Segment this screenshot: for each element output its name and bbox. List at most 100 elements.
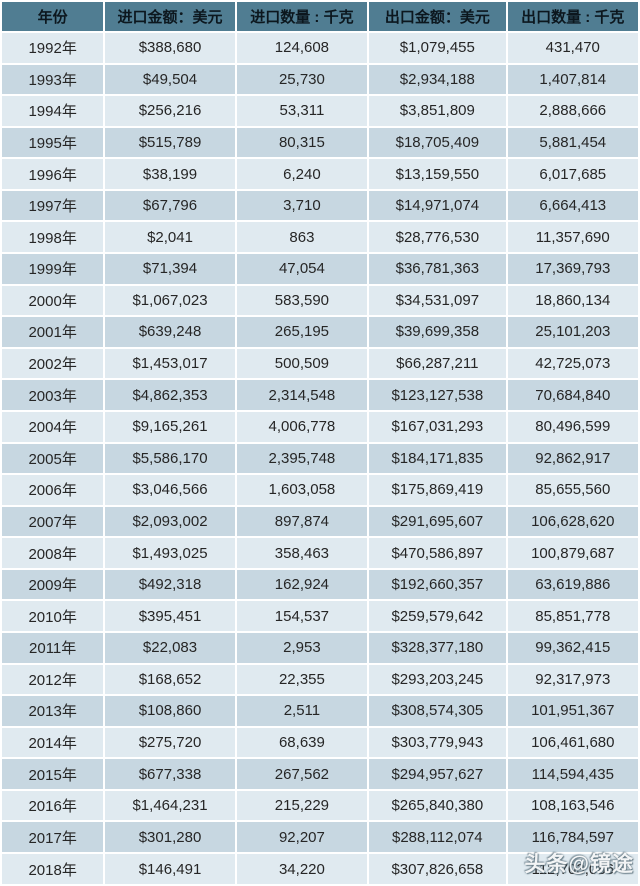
import-amount-cell: $395,451: [105, 601, 235, 631]
export-quantity-cell: 99,362,415: [507, 632, 638, 663]
export-amount-cell: $303,779,943: [369, 727, 506, 758]
table-row: 2010年 $395,451 154,537 $259,579,642 85,851,7…: [2, 601, 638, 631]
table-row: 2011年 $22,083 2,953 $328,377,180 99,362,415: [2, 632, 638, 663]
year-cell: 1995年: [2, 127, 104, 158]
header-import-amount: 进口金额：美元: [105, 2, 235, 31]
import-amount-cell: $3,046,566: [105, 475, 235, 505]
export-quantity-cell: 18,860,134: [507, 285, 638, 316]
year-cell: 2001年: [2, 317, 104, 347]
import-amount-cell: $275,720: [105, 727, 235, 758]
year-cell: 2012年: [2, 664, 104, 695]
year-cell: 2000年: [2, 285, 104, 316]
import-amount-cell: $108,860: [105, 696, 235, 726]
import-amount-cell: $1,464,231: [105, 790, 235, 821]
year-cell: 1997年: [2, 190, 104, 221]
export-amount-cell: $2,934,188: [369, 64, 506, 95]
table-row: 2006年 $3,046,566 1,603,058 $175,869,419 85,6…: [2, 475, 638, 505]
import-amount-cell: $677,338: [105, 759, 235, 789]
import-amount-cell: $2,041: [105, 222, 235, 253]
table-row: 2001年 $639,248 265,195 $39,699,358 25,101,20…: [2, 317, 638, 347]
year-cell: 2006年: [2, 475, 104, 505]
export-quantity-cell: 85,851,778: [507, 601, 638, 631]
table-row: 1994年 $256,216 53,311 $3,851,809 2,888,666: [2, 96, 638, 126]
import-quantity-cell: 265,195: [236, 317, 368, 347]
year-cell: 2015年: [2, 759, 104, 789]
import-amount-cell: $71,394: [105, 254, 235, 284]
export-amount-cell: $293,203,245: [369, 664, 506, 695]
year-cell: 2008年: [2, 538, 104, 568]
export-quantity-cell: 80,496,599: [507, 411, 638, 442]
import-quantity-cell: 500,509: [236, 348, 368, 379]
export-quantity-cell: 25,101,203: [507, 317, 638, 347]
import-quantity-cell: 22,355: [236, 664, 368, 695]
export-amount-cell: $14,971,074: [369, 190, 506, 221]
export-quantity-cell: 92,862,917: [507, 443, 638, 474]
year-cell: 2018年: [2, 854, 104, 884]
table-row: 1995年 $515,789 80,315 $18,705,409 5,881,454: [2, 127, 638, 158]
table-row: 2003年 $4,862,353 2,314,548 $123,127,538 70,6…: [2, 380, 638, 410]
year-cell: 2009年: [2, 569, 104, 600]
import-amount-cell: $49,504: [105, 64, 235, 95]
export-quantity-cell: 431,470: [507, 33, 638, 63]
export-quantity-cell: 108,163,546: [507, 790, 638, 821]
export-amount-cell: $123,127,538: [369, 380, 506, 410]
export-quantity-cell: 11,357,690: [507, 222, 638, 253]
import-amount-cell: $301,280: [105, 822, 235, 853]
export-amount-cell: $13,159,550: [369, 159, 506, 189]
export-amount-cell: $36,781,363: [369, 254, 506, 284]
year-cell: 1998年: [2, 222, 104, 253]
import-quantity-cell: 267,562: [236, 759, 368, 789]
year-cell: 2013年: [2, 696, 104, 726]
export-amount-cell: $3,851,809: [369, 96, 506, 126]
export-amount-cell: $1,079,455: [369, 33, 506, 63]
table-header: 年份 进口金额：美元 进口数量 : 千克 出口金额：美元 出口数量 : 千克: [2, 2, 638, 31]
table-row: 2017年 $301,280 92,207 $288,112,074 116,784,5…: [2, 822, 638, 853]
export-quantity-cell: 106,461,680: [507, 727, 638, 758]
table-row: 2005年 $5,586,170 2,395,748 $184,171,835 92,8…: [2, 443, 638, 474]
import-amount-cell: $492,318: [105, 569, 235, 600]
table-row: 1997年 $67,796 3,710 $14,971,074 6,664,413: [2, 190, 638, 221]
import-quantity-cell: 68,639: [236, 727, 368, 758]
import-quantity-cell: 4,006,778: [236, 411, 368, 442]
export-quantity-cell: 112,703,086: [507, 854, 638, 884]
year-cell: 1996年: [2, 159, 104, 189]
import-quantity-cell: 215,229: [236, 790, 368, 821]
table-row: 2018年 $146,491 34,220 $307,826,658 112,703,0…: [2, 854, 638, 884]
export-amount-cell: $66,287,211: [369, 348, 506, 379]
export-amount-cell: $18,705,409: [369, 127, 506, 158]
import-amount-cell: $2,093,002: [105, 506, 235, 537]
export-amount-cell: $259,579,642: [369, 601, 506, 631]
table-row: 1992年 $388,680 124,608 $1,079,455 431,470: [2, 33, 638, 63]
import-quantity-cell: 154,537: [236, 601, 368, 631]
import-quantity-cell: 34,220: [236, 854, 368, 884]
export-quantity-cell: 6,664,413: [507, 190, 638, 221]
import-quantity-cell: 92,207: [236, 822, 368, 853]
table-row: 2009年 $492,318 162,924 $192,660,357 63,619,8…: [2, 569, 638, 600]
table-row: 1996年 $38,199 6,240 $13,159,550 6,017,685: [2, 159, 638, 189]
table-row: 1993年 $49,504 25,730 $2,934,188 1,407,814: [2, 64, 638, 95]
import-quantity-cell: 583,590: [236, 285, 368, 316]
import-quantity-cell: 6,240: [236, 159, 368, 189]
export-amount-cell: $192,660,357: [369, 569, 506, 600]
export-quantity-cell: 100,879,687: [507, 538, 638, 568]
import-quantity-cell: 358,463: [236, 538, 368, 568]
year-cell: 2010年: [2, 601, 104, 631]
year-cell: 2004年: [2, 411, 104, 442]
import-amount-cell: $388,680: [105, 33, 235, 63]
import-quantity-cell: 2,395,748: [236, 443, 368, 474]
export-quantity-cell: 1,407,814: [507, 64, 638, 95]
export-amount-cell: $294,957,627: [369, 759, 506, 789]
table-row: 2000年 $1,067,023 583,590 $34,531,097 18,860,…: [2, 285, 638, 316]
table-row: 2014年 $275,720 68,639 $303,779,943 106,461,6…: [2, 727, 638, 758]
table-row: 2013年 $108,860 2,511 $308,574,305 101,951,36…: [2, 696, 638, 726]
export-amount-cell: $167,031,293: [369, 411, 506, 442]
import-amount-cell: $5,586,170: [105, 443, 235, 474]
import-quantity-cell: 162,924: [236, 569, 368, 600]
header-import-quantity: 进口数量 : 千克: [236, 2, 368, 31]
table-row: 1998年 $2,041 863 $28,776,530 11,357,690: [2, 222, 638, 253]
export-quantity-cell: 92,317,973: [507, 664, 638, 695]
import-quantity-cell: 863: [236, 222, 368, 253]
export-amount-cell: $175,869,419: [369, 475, 506, 505]
export-amount-cell: $265,840,380: [369, 790, 506, 821]
import-amount-cell: $4,862,353: [105, 380, 235, 410]
